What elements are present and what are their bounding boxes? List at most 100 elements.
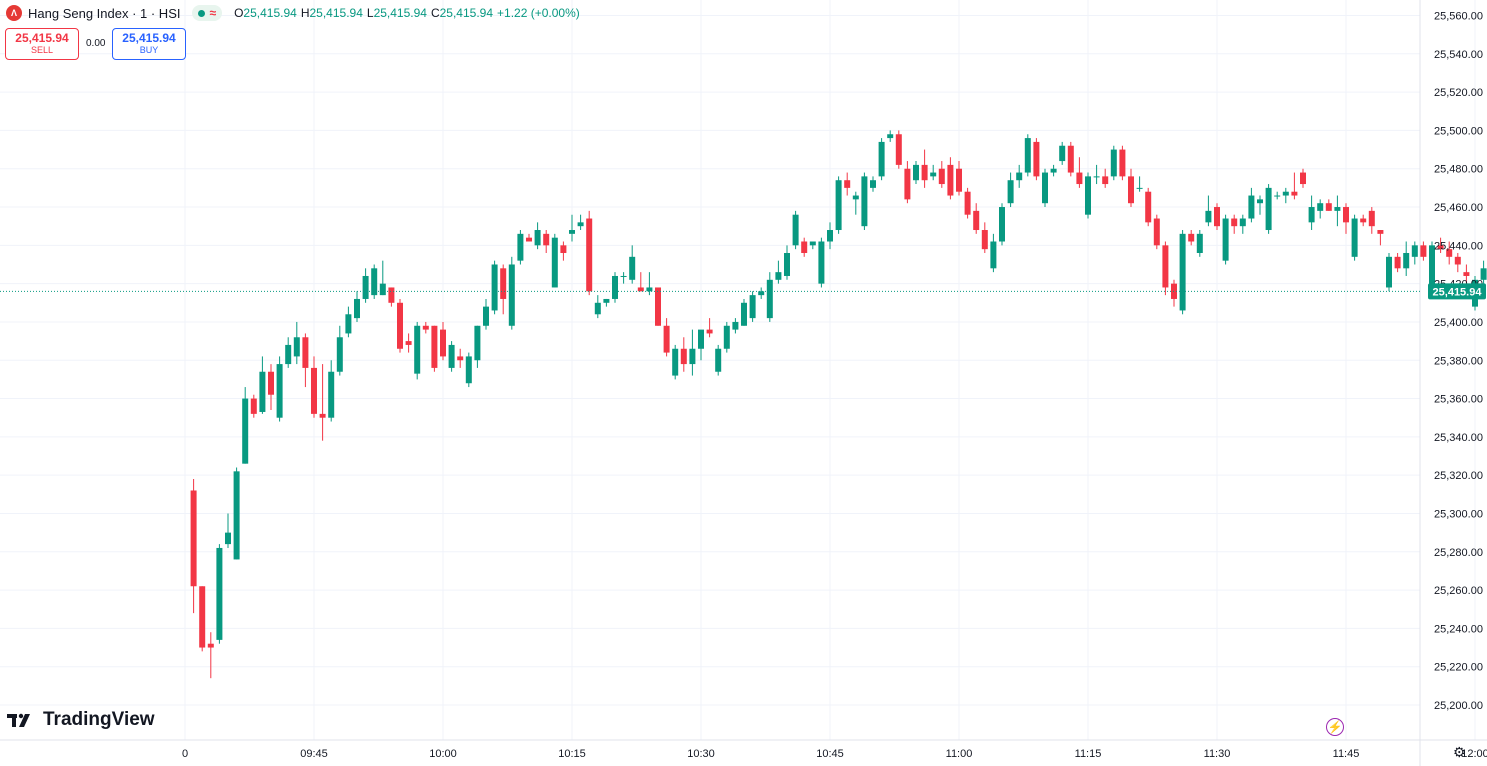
candle-body — [276, 364, 283, 418]
candle-body — [1033, 141, 1040, 177]
candle — [956, 161, 962, 196]
candle-body — [895, 134, 902, 165]
candle — [1188, 230, 1195, 246]
candle-body — [689, 348, 696, 365]
candle-body — [758, 291, 765, 296]
candle — [792, 210, 799, 250]
candle-body — [1093, 176, 1100, 178]
candle — [216, 544, 223, 644]
candle — [852, 191, 859, 215]
candle — [938, 161, 945, 188]
sell-button[interactable]: 25,415.94 SELL — [5, 28, 79, 60]
candle-body — [414, 325, 421, 374]
flash-icon[interactable]: ⚡ — [1326, 718, 1344, 736]
candle — [1162, 241, 1169, 296]
candle — [930, 164, 937, 181]
candle — [895, 130, 902, 169]
candle-body — [904, 168, 911, 200]
candle — [319, 364, 326, 441]
candle-body — [706, 329, 713, 334]
time-tick-label: 10:30 — [687, 748, 715, 760]
candle — [801, 237, 808, 257]
candle-body — [594, 302, 601, 315]
candle — [758, 287, 765, 299]
candle-body — [1179, 233, 1186, 311]
candle — [706, 318, 713, 338]
candle-body — [990, 241, 997, 269]
candle-body — [1222, 218, 1229, 261]
candle — [1291, 172, 1298, 200]
candle — [749, 291, 756, 322]
candle — [878, 138, 885, 181]
candle-body — [328, 371, 335, 418]
time-axis[interactable]: 0 09:45 10:00 10:15 10:30 10:45 11:00 11:15 11:3… — [182, 748, 1487, 760]
candle — [448, 341, 455, 372]
candle-body — [1446, 249, 1453, 257]
candle-body — [680, 348, 687, 365]
candle-body — [1437, 245, 1444, 250]
candle-body — [844, 180, 851, 188]
low-value: 25,415.94 — [373, 6, 427, 20]
symbol-legend: Λ Hang Seng Index · 1 · HSI ≈ O25,415.94… — [6, 4, 580, 22]
buy-button[interactable]: 25,415.94 BUY — [112, 28, 186, 60]
market-status-pill[interactable]: ≈ — [192, 5, 223, 21]
candle-body — [534, 230, 541, 246]
price-tick-label: 25,320.00 — [1434, 470, 1483, 482]
candle-body — [1325, 203, 1332, 211]
gear-icon[interactable]: ⚙ — [1453, 744, 1466, 760]
candle-body — [663, 325, 670, 353]
candle-body — [1145, 191, 1152, 223]
candle-body — [465, 356, 472, 384]
candle-body — [474, 325, 481, 361]
candle — [302, 333, 309, 388]
candle — [491, 260, 498, 315]
candle — [276, 356, 283, 422]
candle-body — [379, 283, 386, 296]
candle-body — [1196, 233, 1203, 253]
candle-body — [870, 180, 876, 188]
candle — [1110, 145, 1117, 181]
candle — [534, 222, 541, 250]
candle-body — [672, 348, 679, 376]
candle — [921, 149, 928, 188]
candle — [1386, 252, 1392, 292]
candle — [1446, 241, 1453, 265]
price-tick-label: 25,260.00 — [1434, 585, 1483, 597]
candle-body — [1394, 256, 1401, 269]
candle-body — [947, 164, 954, 196]
candle-body — [698, 329, 704, 349]
price-axis[interactable]: 25,560.00 25,540.00 25,520.00 25,500.00 25,4… — [1434, 11, 1483, 713]
candle — [500, 264, 507, 315]
candle — [1325, 199, 1332, 211]
candle-body — [1067, 145, 1074, 173]
candle — [1119, 145, 1126, 181]
candle-body — [242, 398, 249, 464]
candle — [809, 241, 816, 250]
candle-body — [1334, 207, 1341, 211]
candle-body — [964, 191, 971, 215]
price-tick-label: 25,220.00 — [1434, 662, 1483, 674]
symbol-title[interactable]: Hang Seng Index · 1 · HSI — [28, 5, 181, 21]
candle-body — [1136, 187, 1143, 189]
tradingview-logo-icon — [7, 713, 30, 727]
hsi-logo-icon: Λ — [6, 5, 22, 21]
candle-body — [1162, 245, 1169, 288]
candle — [637, 272, 644, 292]
candle — [569, 214, 575, 242]
candle — [474, 325, 481, 368]
candle — [646, 272, 653, 296]
candle-body — [233, 471, 240, 560]
candle — [861, 172, 868, 231]
candle — [594, 295, 601, 319]
candle — [784, 245, 790, 280]
candle — [1394, 252, 1401, 273]
candle — [870, 176, 876, 192]
candle — [629, 245, 636, 284]
candle — [698, 329, 704, 361]
candle — [1093, 164, 1100, 185]
candle-body — [1102, 176, 1109, 185]
candle — [655, 287, 661, 326]
tradingview-logo[interactable]: TradingView — [7, 709, 155, 731]
candle — [207, 632, 214, 679]
